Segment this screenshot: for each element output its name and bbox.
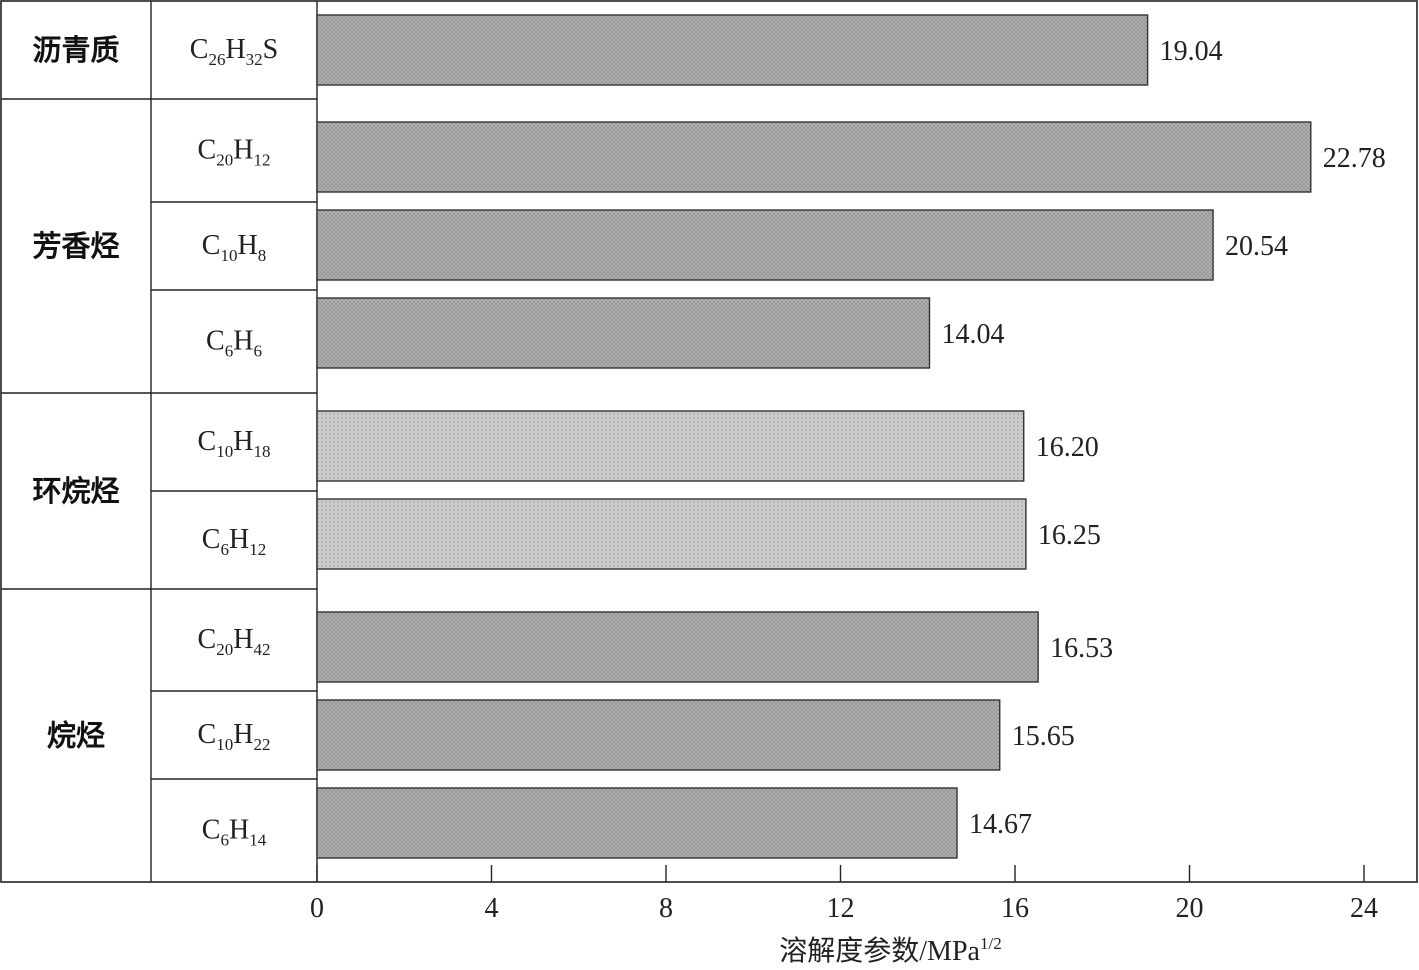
- formula-element: H: [229, 815, 249, 846]
- formula-subscript: 14: [249, 831, 267, 850]
- group-label: 烷烃: [47, 719, 105, 753]
- formula-element: C: [206, 326, 225, 357]
- formula-element: H: [225, 34, 245, 65]
- chart-frame: [0, 0, 1418, 883]
- formula-element: H: [237, 230, 257, 261]
- data-label: 14.04: [941, 319, 1004, 350]
- formula-element: H: [233, 426, 253, 457]
- formula-subscript: 10: [220, 246, 237, 265]
- bar: [316, 209, 1214, 281]
- formula-subscript: 26: [208, 50, 225, 69]
- x-tick-label: 20: [1176, 893, 1204, 924]
- data-label: 22.78: [1323, 143, 1386, 174]
- bar: [316, 611, 1039, 683]
- formula-element: H: [233, 624, 253, 655]
- formula-element: C: [202, 815, 221, 846]
- formula-subscript: 6: [225, 342, 234, 361]
- bar: [316, 699, 1001, 771]
- formula-element: C: [202, 230, 221, 261]
- formula-subscript: 32: [246, 50, 263, 69]
- formula-label: C6​H14​: [202, 815, 267, 850]
- bar: [316, 297, 931, 369]
- group-label: 环烷烃: [32, 474, 119, 508]
- bar: [316, 787, 958, 859]
- formula-subscript: 12: [249, 540, 266, 559]
- data-label: 19.04: [1160, 36, 1223, 67]
- formula-label: C6​H12​: [202, 524, 266, 559]
- formula-element: C: [202, 524, 221, 555]
- x-tick-label: 8: [659, 893, 673, 924]
- formula-subscript: 12: [253, 151, 270, 170]
- formula-subscript: 10: [216, 735, 233, 754]
- bar: [316, 410, 1025, 482]
- x-tick-label: 24: [1350, 893, 1378, 924]
- formula-element: H: [233, 326, 253, 357]
- x-tick-label: 16: [1001, 893, 1029, 924]
- bar: [316, 14, 1149, 86]
- formula-subscript: 22: [253, 735, 270, 754]
- formula-subscript: 20: [216, 151, 233, 170]
- x-tick-label: 0: [310, 893, 324, 924]
- formula-element: S: [263, 34, 279, 65]
- data-label: 14.67: [969, 809, 1032, 840]
- formula-element: H: [233, 719, 253, 750]
- formula-subscript: 6: [220, 831, 229, 850]
- bar: [316, 121, 1312, 193]
- formula-subscript: 8: [258, 246, 267, 265]
- formula-element: C: [198, 135, 217, 166]
- data-label: 20.54: [1225, 231, 1288, 262]
- x-axis-title-text: 溶解度参数/MPa: [779, 935, 980, 967]
- formula-element: C: [190, 34, 209, 65]
- formula-label: C26​H32​S: [190, 34, 279, 69]
- formula-subscript: 18: [253, 442, 270, 461]
- x-axis-title-superscript: 1/2: [980, 934, 1002, 953]
- formula-subscript: 10: [216, 442, 233, 461]
- formula-label: C10​H8​: [202, 230, 266, 265]
- data-label: 16.25: [1038, 520, 1101, 551]
- formula-element: C: [198, 624, 217, 655]
- group-label: 沥青质: [32, 33, 119, 67]
- formula-label: C20​H12​: [198, 135, 271, 170]
- formula-label: C10​H22​: [198, 719, 271, 754]
- formula-element: H: [233, 135, 253, 166]
- formula-subscript: 42: [253, 640, 270, 659]
- x-tick-label: 4: [485, 893, 499, 924]
- x-tick-label: 12: [827, 893, 855, 924]
- formula-subscript: 6: [253, 342, 262, 361]
- data-label: 16.20: [1036, 432, 1099, 463]
- data-label: 16.53: [1050, 633, 1113, 664]
- formula-element: C: [198, 719, 217, 750]
- formula-subscript: 20: [216, 640, 233, 659]
- formula-label: C10​H18​: [198, 426, 271, 461]
- formula-label: C20​H42​: [198, 624, 271, 659]
- group-label: 芳香烃: [32, 229, 119, 263]
- formula-label: C6​H6​: [206, 326, 262, 361]
- x-axis-title: 溶解度参数/MPa1/2: [779, 934, 1001, 967]
- bar: [316, 498, 1027, 570]
- formula-subscript: 6: [220, 540, 229, 559]
- data-label: 15.65: [1012, 721, 1075, 752]
- formula-element: H: [229, 524, 249, 555]
- formula-element: C: [198, 426, 217, 457]
